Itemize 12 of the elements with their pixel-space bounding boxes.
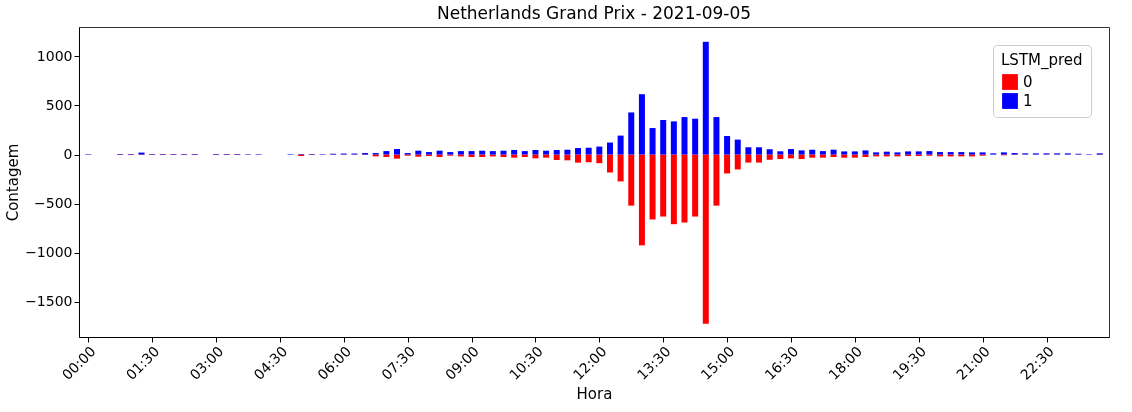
- y-tick-label: −1500: [25, 293, 73, 310]
- y-tick-label: −500: [34, 195, 73, 212]
- legend-label: 1: [1023, 92, 1033, 110]
- y-axis-title: Contagem: [4, 143, 23, 222]
- y-tick-label: −1000: [25, 244, 73, 261]
- legend-label: 0: [1023, 73, 1033, 91]
- y-tick-label: 0: [63, 146, 73, 163]
- chart-title: Netherlands Grand Prix - 2021-09-05: [436, 3, 752, 23]
- y-tick-label: 1000: [36, 47, 73, 64]
- y-tick-label: 500: [45, 96, 73, 113]
- legend-title: LSTM_pred: [1001, 51, 1083, 70]
- x-axis-title: Hora: [576, 384, 613, 403]
